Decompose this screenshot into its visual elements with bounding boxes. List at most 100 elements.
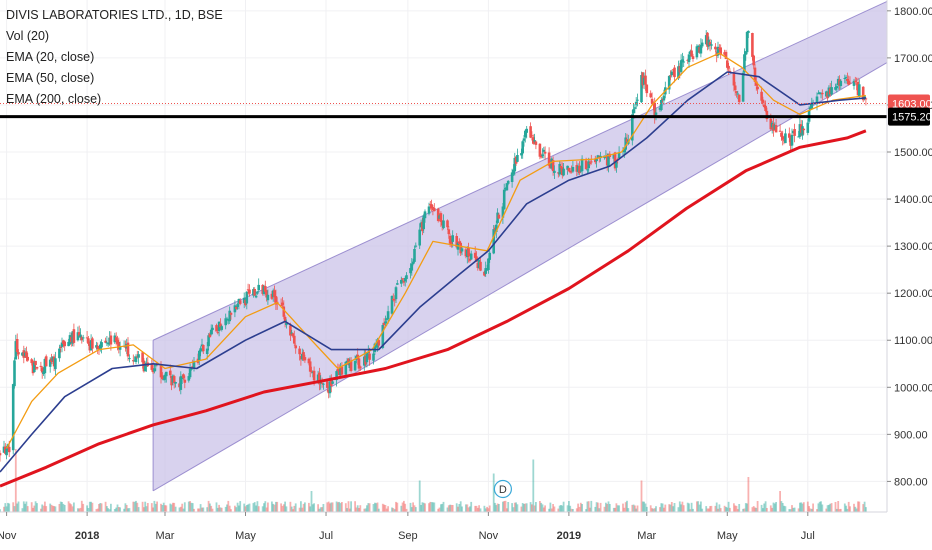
volume-bar	[821, 504, 824, 512]
volume-bar	[488, 505, 491, 512]
volume-bar	[529, 502, 532, 512]
candle-body	[809, 107, 812, 110]
volume-bar	[341, 502, 343, 512]
channel-lower-line[interactable]	[152, 62, 888, 492]
volume-bar	[187, 501, 190, 512]
channel-upper-line[interactable]	[152, 0, 888, 341]
volume-bar	[516, 504, 519, 512]
volume-bar	[252, 503, 255, 512]
volume-bar	[238, 505, 240, 512]
candle-body	[220, 326, 223, 330]
volume-bar	[302, 503, 305, 512]
volume-bar	[290, 506, 293, 512]
volume-bar	[569, 505, 572, 512]
ema200-line[interactable]	[0, 129, 867, 488]
volume-bar	[368, 503, 371, 512]
candle-body	[487, 258, 490, 270]
candle-body	[580, 158, 584, 172]
volume-bar	[539, 501, 541, 512]
candle-body	[718, 47, 721, 50]
channel-area[interactable]	[153, 1, 888, 491]
volume-bar	[763, 503, 766, 512]
candle-body	[815, 96, 819, 104]
candle-body	[559, 166, 563, 168]
candle-body	[649, 93, 652, 98]
candle-body	[294, 345, 297, 349]
volume-bar	[438, 507, 441, 512]
volume-bar	[744, 503, 747, 512]
volume-bar	[599, 502, 602, 512]
candle-body	[745, 32, 749, 53]
y-tick-label: 800.00	[894, 476, 928, 488]
volume-bar	[420, 505, 422, 512]
candle-body	[285, 322, 288, 326]
volume-bar	[618, 505, 620, 512]
volume-bar	[742, 508, 744, 512]
candle-body	[246, 289, 250, 291]
candle-body	[253, 289, 256, 296]
candle-body	[208, 333, 212, 338]
volume-bar	[255, 505, 257, 512]
volume-bar	[562, 501, 565, 512]
candle-body	[17, 352, 20, 355]
candle-body	[570, 170, 573, 172]
ema20-line[interactable]	[6, 52, 866, 449]
candle-body	[479, 261, 482, 271]
dividend-marker[interactable]	[493, 479, 512, 499]
candle-body	[48, 359, 52, 367]
volume-bar	[696, 501, 698, 512]
candle-body	[172, 376, 176, 383]
legend-volume[interactable]: Vol (20)	[6, 29, 50, 43]
candle-body	[318, 372, 321, 385]
volume-bar	[820, 501, 822, 512]
candle-body	[636, 99, 639, 101]
candle-body	[219, 323, 222, 328]
volume-bar	[429, 501, 432, 512]
candle-body	[790, 134, 794, 146]
volume-bar	[640, 480, 643, 512]
volume-bar	[301, 507, 304, 512]
volume-bar	[51, 505, 54, 512]
volume-bar	[459, 501, 462, 512]
candle-body	[835, 86, 839, 89]
candle-body	[202, 345, 205, 352]
candle-body	[137, 354, 140, 358]
dividend-marker-label: D	[499, 484, 507, 496]
legend-ema50[interactable]: EMA (50, close)	[6, 71, 95, 85]
volume-bar	[124, 503, 127, 512]
candle-body	[150, 364, 154, 370]
candle-body	[679, 60, 683, 72]
y-tick-label: 1000.00	[894, 382, 932, 394]
candle-body	[497, 214, 501, 219]
ema50-line[interactable]	[0, 71, 866, 473]
volume-bar	[234, 505, 236, 512]
volume-bar	[706, 508, 709, 512]
candle-body	[516, 155, 519, 162]
candle-body	[524, 130, 527, 138]
volume-bar	[275, 501, 277, 512]
candle-body	[382, 322, 386, 325]
candle-body	[753, 67, 757, 82]
volume-bar	[220, 507, 223, 512]
volume-bar	[197, 508, 199, 512]
volume-bar	[817, 503, 820, 512]
candle-body	[681, 59, 684, 63]
volume-bar	[418, 480, 421, 512]
candle-body	[224, 318, 227, 326]
volume-bar	[190, 502, 193, 512]
volume-bar	[506, 508, 508, 512]
legend-ema20[interactable]: EMA (20, close)	[6, 50, 95, 64]
volume-bar	[557, 508, 560, 512]
volume-bar	[707, 508, 710, 512]
candle-body	[104, 340, 107, 343]
volume-bar	[447, 505, 450, 512]
legend-ema200[interactable]: EMA (200, close)	[6, 92, 102, 106]
volume-bar	[520, 506, 523, 512]
candle-body	[345, 360, 349, 364]
candle-body	[756, 86, 759, 90]
candle-body	[105, 342, 109, 344]
volume-bar	[58, 504, 61, 512]
volume-bar	[502, 501, 504, 512]
volume-bar	[377, 508, 380, 512]
